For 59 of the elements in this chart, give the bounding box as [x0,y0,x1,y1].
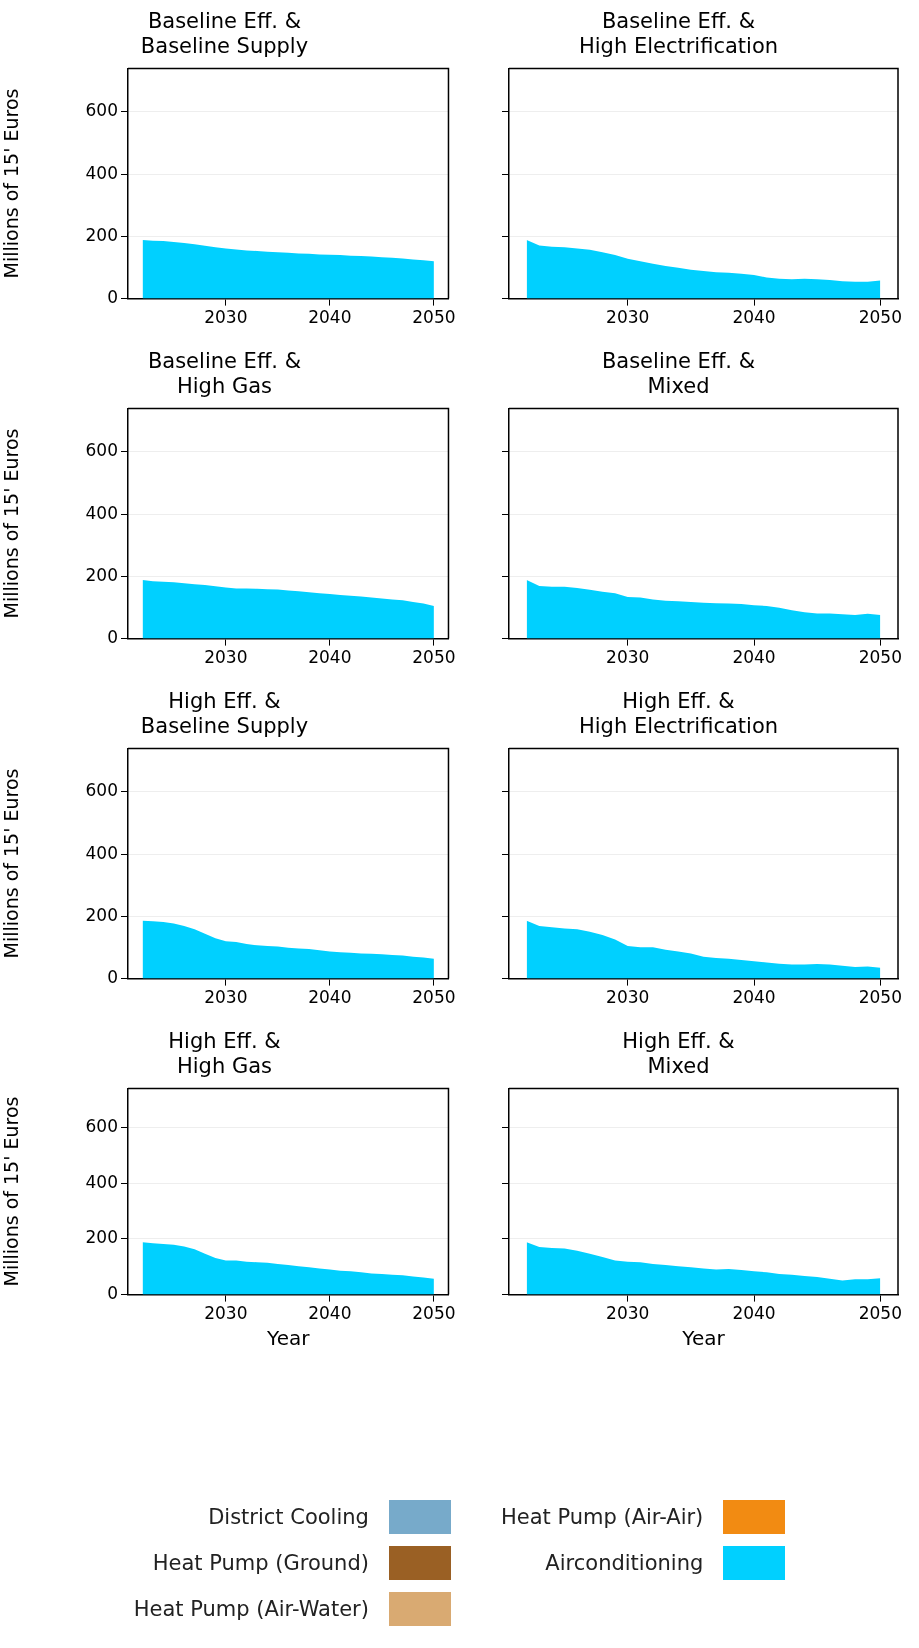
legend-label: Heat Pump (Ground) [152,1551,369,1575]
y-tick-label: 0 [107,287,118,308]
x-tick-label: 2050 [412,647,456,668]
x-tick-label: 2050 [858,647,902,668]
y-axis-title: Millions of 15' Euros [0,768,23,959]
x-tick-label: 2050 [858,987,902,1008]
y-tick-label: 400 [85,502,118,523]
legend-label: Heat Pump (Air-Air) [500,1505,704,1529]
legend-label: Airconditioning [545,1551,704,1575]
y-axis-title: Millions of 15' Euros [0,88,23,279]
chart-title: Baseline Eff. & High Gas [147,349,302,399]
y-tick-label: 400 [85,842,118,863]
x-tick-label: 2040 [732,647,776,668]
y-tick-label: 0 [107,967,118,988]
x-tick-label: 2040 [308,307,352,328]
x-tick-label: 2040 [732,987,776,1008]
x-tick-label: 2030 [204,647,248,668]
x-tick-label: 2050 [412,307,456,328]
y-tick-label: 600 [85,780,118,801]
chart-title: Baseline Eff. & Mixed [601,349,756,399]
chart-title: High Eff. & Baseline Supply [140,689,309,739]
y-tick-label: 600 [85,440,118,461]
chart-title: High Eff. & High Gas [168,1029,281,1079]
y-tick-label: 200 [85,224,118,245]
chart-title: Baseline Eff. & High Electrification [578,9,779,59]
x-tick-label: 2030 [204,307,248,328]
legend-label: Heat Pump (Air-Water) [133,1597,369,1621]
x-axis-title: Year [681,1326,726,1351]
x-tick-label: 2050 [858,307,902,328]
x-axis-title: Year [266,1326,311,1351]
x-tick-label: 2040 [732,307,776,328]
x-tick-label: 2050 [858,1303,902,1324]
x-tick-label: 2030 [606,1303,650,1324]
x-tick-label: 2050 [412,987,456,1008]
y-tick-label: 0 [107,1283,118,1304]
y-tick-label: 600 [85,100,118,121]
y-tick-label: 0 [107,627,118,648]
x-tick-label: 2050 [412,1303,456,1324]
x-tick-label: 2030 [606,307,650,328]
x-tick-label: 2040 [308,647,352,668]
x-tick-label: 2040 [308,987,352,1008]
x-tick-label: 2030 [204,1303,248,1324]
y-tick-label: 600 [85,1115,118,1136]
chart-title: High Eff. & High Electrification [578,689,779,739]
x-tick-label: 2040 [308,1303,352,1324]
y-tick-label: 200 [85,1227,118,1248]
y-axis-title: Millions of 15' Euros [0,1096,23,1287]
x-tick-label: 2030 [606,647,650,668]
x-tick-label: 2030 [606,987,650,1008]
legend-label: District Cooling [208,1505,369,1529]
y-tick-label: 400 [85,1171,118,1192]
y-tick-label: 400 [85,162,118,183]
y-tick-label: 200 [85,564,118,585]
chart-title: Baseline Eff. & Baseline Supply [140,9,309,59]
y-axis-title: Millions of 15' Euros [0,428,23,619]
y-tick-label: 200 [85,904,118,925]
chart-title: High Eff. & Mixed [622,1029,735,1079]
x-tick-label: 2030 [204,987,248,1008]
x-tick-label: 2040 [732,1303,776,1324]
